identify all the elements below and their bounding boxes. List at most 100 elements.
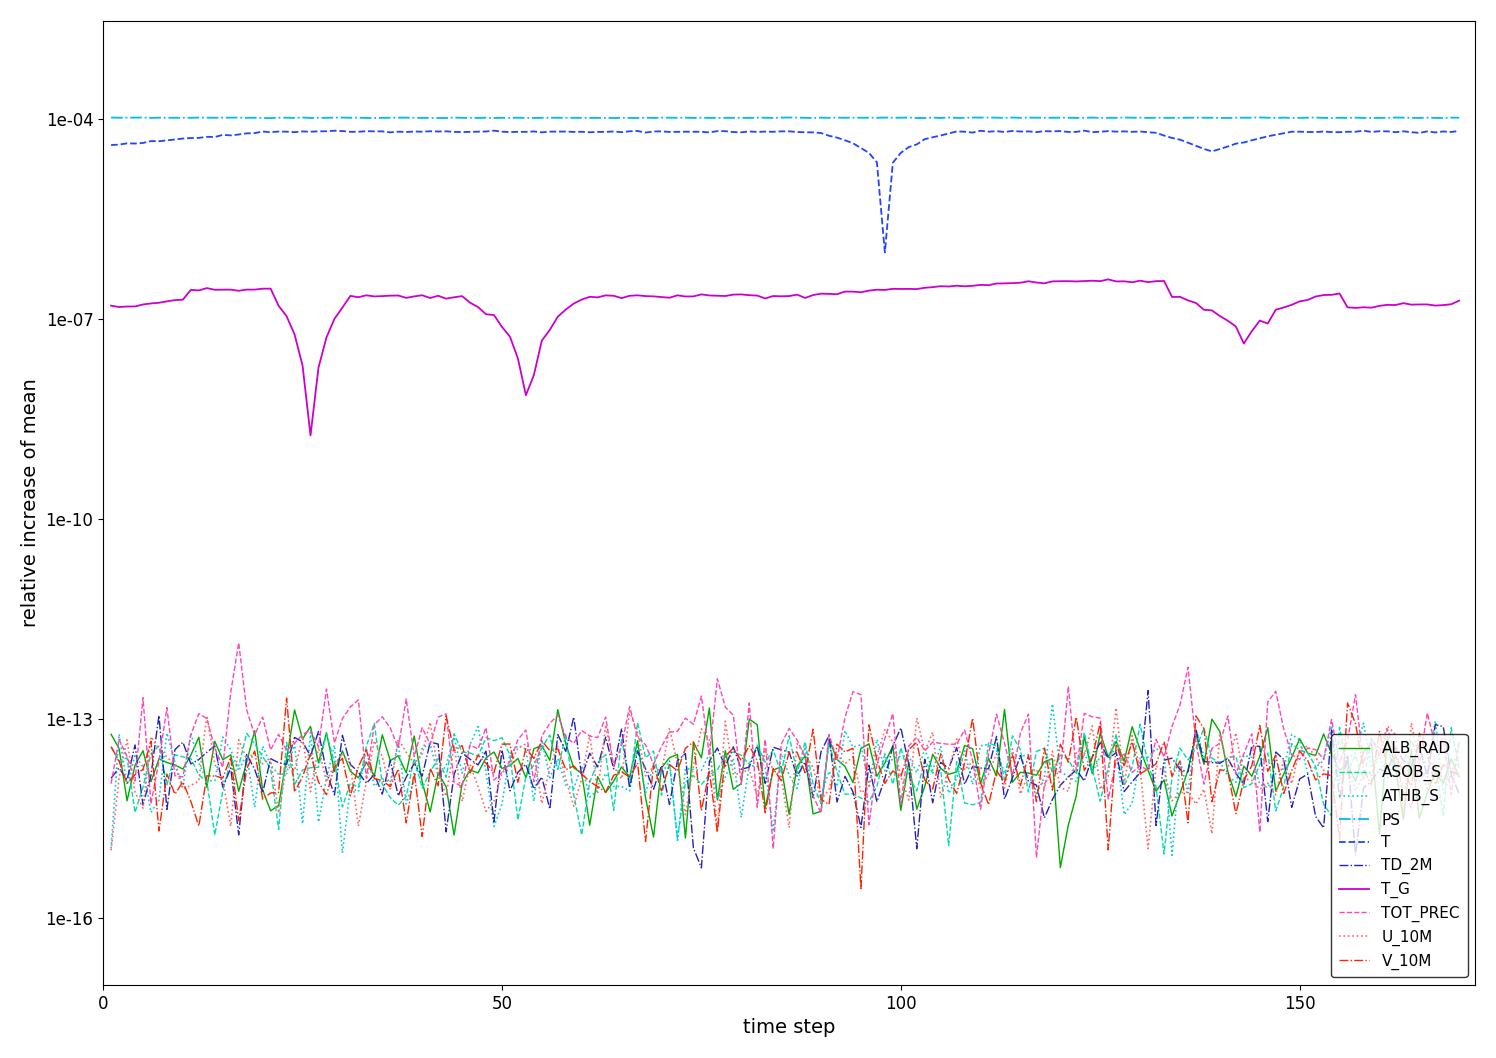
V_10M	[613, 765, 631, 778]
ALB_RAD	[764, 764, 782, 777]
Line: T_G: T_G	[111, 279, 1459, 435]
T	[1322, 126, 1340, 139]
T	[812, 127, 830, 140]
U_10M	[293, 730, 311, 743]
TD_2M	[820, 729, 838, 742]
T	[102, 139, 120, 151]
ATHB_S	[757, 762, 775, 774]
T_G	[757, 292, 775, 305]
ALB_RAD	[604, 774, 622, 787]
Line: V_10M: V_10M	[111, 698, 1459, 889]
ATHB_S	[293, 818, 311, 831]
T_G	[293, 359, 311, 371]
TD_2M	[693, 861, 711, 874]
ASOB_S	[1322, 809, 1340, 822]
ASOB_S	[764, 744, 782, 756]
T	[1076, 124, 1094, 136]
T_G	[302, 428, 320, 441]
PS	[820, 111, 838, 124]
ASOB_S	[102, 741, 120, 753]
V_10M	[102, 741, 120, 753]
T	[293, 125, 311, 138]
V_10M	[757, 806, 775, 819]
Line: ATHB_S: ATHB_S	[111, 704, 1459, 855]
ALB_RAD	[1322, 747, 1340, 760]
T	[604, 125, 622, 138]
U_10M	[757, 743, 775, 755]
ATHB_S	[1162, 849, 1180, 861]
X-axis label: time step: time step	[744, 1018, 835, 1037]
U_10M	[1450, 750, 1468, 763]
T	[748, 126, 766, 139]
TD_2M	[764, 741, 782, 753]
TOT_PREC	[613, 740, 631, 752]
Line: T: T	[111, 130, 1459, 253]
ASOB_S	[604, 804, 622, 817]
ALB_RAD	[700, 701, 718, 714]
T_G	[613, 292, 631, 305]
T	[757, 125, 775, 138]
ATHB_S	[1322, 719, 1340, 732]
PS	[302, 112, 320, 125]
TD_2M	[1138, 685, 1156, 697]
TOT_PREC	[764, 842, 782, 855]
TOT_PREC	[102, 778, 120, 790]
PS	[1251, 111, 1269, 124]
V_10M	[820, 798, 838, 810]
T	[1450, 125, 1468, 138]
ALB_RAD	[757, 802, 775, 815]
Line: TOT_PREC: TOT_PREC	[111, 642, 1459, 858]
TD_2M	[1450, 788, 1468, 801]
ATHB_S	[1450, 737, 1468, 750]
ASOB_S	[1450, 762, 1468, 774]
ALB_RAD	[293, 733, 311, 746]
TOT_PREC	[757, 733, 775, 746]
ATHB_S	[812, 789, 830, 802]
TD_2M	[757, 777, 775, 789]
V_10M	[764, 762, 782, 774]
ASOB_S	[820, 736, 838, 749]
PS	[102, 111, 120, 124]
V_10M	[1450, 769, 1468, 782]
TOT_PREC	[1322, 713, 1340, 726]
ASOB_S	[757, 755, 775, 768]
Line: ALB_RAD: ALB_RAD	[111, 708, 1459, 868]
TOT_PREC	[1450, 734, 1468, 747]
PS	[1450, 111, 1468, 124]
ALB_RAD	[1450, 770, 1468, 783]
TOT_PREC	[230, 636, 248, 649]
TD_2M	[604, 763, 622, 776]
ATHB_S	[748, 760, 766, 772]
TD_2M	[1322, 724, 1340, 736]
Line: ASOB_S: ASOB_S	[111, 723, 1459, 854]
T_G	[1100, 273, 1118, 286]
PS	[613, 111, 631, 124]
TD_2M	[102, 772, 120, 785]
ATHB_S	[1043, 697, 1061, 710]
PS	[757, 111, 775, 124]
T_G	[102, 299, 120, 312]
T_G	[764, 290, 782, 303]
U_10M	[812, 794, 830, 806]
ASOB_S	[628, 716, 646, 729]
ATHB_S	[102, 842, 120, 855]
V_10M	[1322, 769, 1340, 782]
ALB_RAD	[102, 728, 120, 741]
T_G	[820, 288, 838, 300]
Line: TD_2M: TD_2M	[111, 691, 1459, 868]
Legend: ALB_RAD, ASOB_S, ATHB_S, PS, T, TD_2M, T_G, TOT_PREC, U_10M, V_10M: ALB_RAD, ASOB_S, ATHB_S, PS, T, TD_2M, T…	[1331, 733, 1468, 978]
T	[875, 247, 893, 259]
V_10M	[851, 882, 869, 895]
U_10M	[1315, 764, 1333, 777]
PS	[764, 112, 782, 125]
PS	[1322, 111, 1340, 124]
V_10M	[278, 692, 296, 705]
Y-axis label: relative increase of mean: relative increase of mean	[21, 379, 40, 627]
Line: U_10M: U_10M	[111, 708, 1459, 851]
V_10M	[302, 747, 320, 760]
TOT_PREC	[820, 728, 838, 741]
U_10M	[1107, 701, 1125, 714]
U_10M	[748, 790, 766, 803]
TD_2M	[293, 735, 311, 748]
U_10M	[102, 844, 120, 857]
